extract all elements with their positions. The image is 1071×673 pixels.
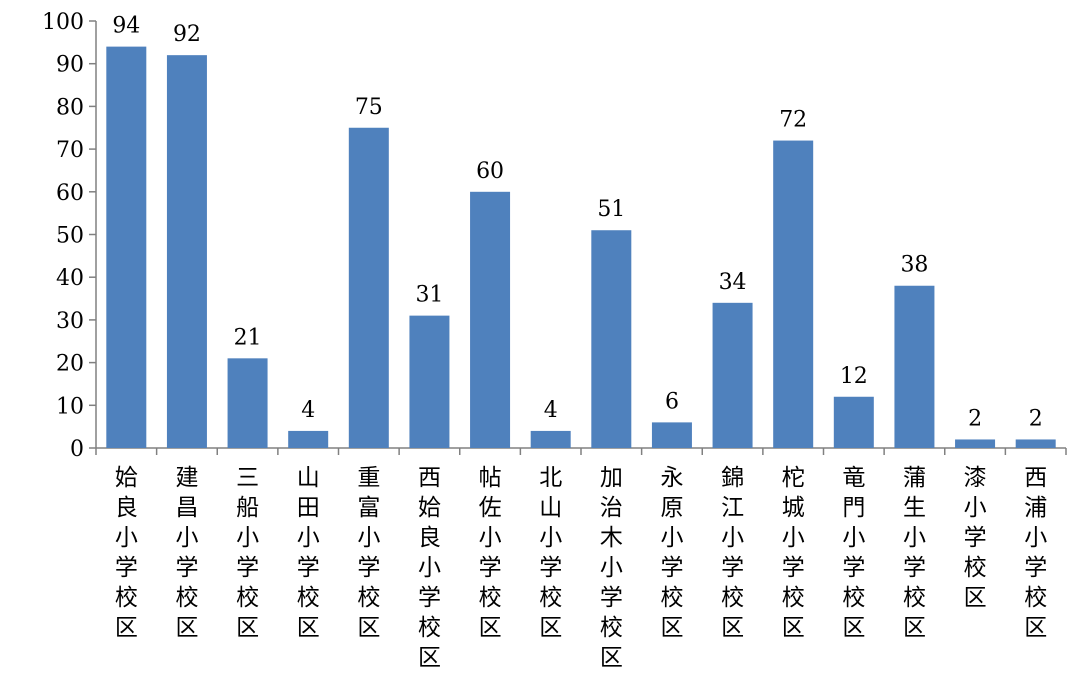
- y-tick-label: 30: [56, 309, 84, 334]
- x-tick-label: 永原小学校区: [660, 465, 683, 641]
- data-label: 4: [544, 398, 558, 423]
- bar: [530, 430, 571, 448]
- bar: [712, 302, 753, 448]
- bar: [833, 396, 874, 448]
- x-tick-label: 姶良小学校区: [115, 465, 138, 641]
- bar: [1015, 439, 1056, 448]
- bar: [955, 439, 996, 448]
- y-tick-label: 60: [56, 181, 84, 206]
- x-tick-label: 竜門小学校区: [842, 465, 865, 641]
- data-label: 75: [355, 95, 383, 120]
- x-tick-label: 建昌小学校区: [175, 465, 198, 641]
- bar: [591, 230, 632, 448]
- bar: [288, 430, 329, 448]
- bar: [166, 55, 207, 448]
- y-tick-label: 0: [70, 437, 84, 462]
- x-tick-label: 北山小学校区: [539, 465, 562, 641]
- y-tick-label: 20: [56, 352, 84, 377]
- data-label: 60: [476, 159, 504, 184]
- x-tick-label: 山田小学校区: [297, 465, 320, 641]
- y-tick-label: 80: [56, 95, 84, 120]
- data-label: 34: [719, 270, 747, 295]
- bar: [106, 46, 147, 449]
- bar: [409, 315, 450, 448]
- y-tick-label: 100: [42, 10, 84, 35]
- data-label: 38: [900, 253, 928, 278]
- x-tick-label: 錦江小学校区: [721, 465, 744, 641]
- category-labels-group: 姶良小学校区 建昌小学校区 三船小学校区 山田小学校区 重富小学校区 西姶良小学校区 帖佐小…: [115, 465, 1047, 671]
- x-tick-label: 三船小学校区: [236, 465, 259, 641]
- x-tick-label: 柁城小学校区: [782, 465, 805, 641]
- bar: [651, 422, 692, 448]
- bar: [773, 140, 814, 448]
- y-tick-label: 90: [56, 53, 84, 78]
- data-label: 2: [1029, 406, 1043, 431]
- x-tick-label: 西浦小学校区: [1024, 465, 1047, 641]
- data-label: 31: [415, 283, 443, 308]
- data-label: 21: [234, 325, 262, 350]
- y-tick-label: 70: [56, 138, 84, 163]
- data-label: 12: [840, 364, 868, 389]
- data-label: 92: [173, 22, 201, 47]
- data-label: 94: [112, 14, 140, 39]
- y-tick-label: 40: [56, 266, 84, 291]
- bar: [348, 127, 389, 448]
- bar: [470, 191, 511, 449]
- data-label: 51: [597, 197, 625, 222]
- data-labels-group: 94 92 21 4 75 31 60 4 51 6 34 72 12 38 2 2: [112, 14, 1042, 432]
- data-label: 2: [968, 406, 982, 431]
- data-label: 4: [301, 398, 315, 423]
- bars-group: [106, 46, 1056, 449]
- x-tick-label: 漆小学校区: [964, 465, 987, 611]
- y-tick-label: 50: [56, 224, 84, 249]
- x-tick-label: 加治木小学校区: [600, 465, 623, 671]
- y-tick-label: 10: [56, 394, 84, 419]
- x-tick-label: 西姶良小学校区: [418, 465, 441, 671]
- x-tick-label: 重富小学校区: [357, 465, 380, 641]
- y-axis: 0 10 20 30 40 50 60 70 80 90 100: [42, 10, 1067, 462]
- x-tick-label: 帖佐小学校区: [479, 465, 502, 641]
- data-label: 72: [779, 108, 807, 133]
- x-tick-label: 蒲生小学校区: [903, 465, 926, 641]
- bar: [894, 285, 935, 448]
- data-label: 6: [665, 389, 679, 414]
- bar: [227, 358, 268, 448]
